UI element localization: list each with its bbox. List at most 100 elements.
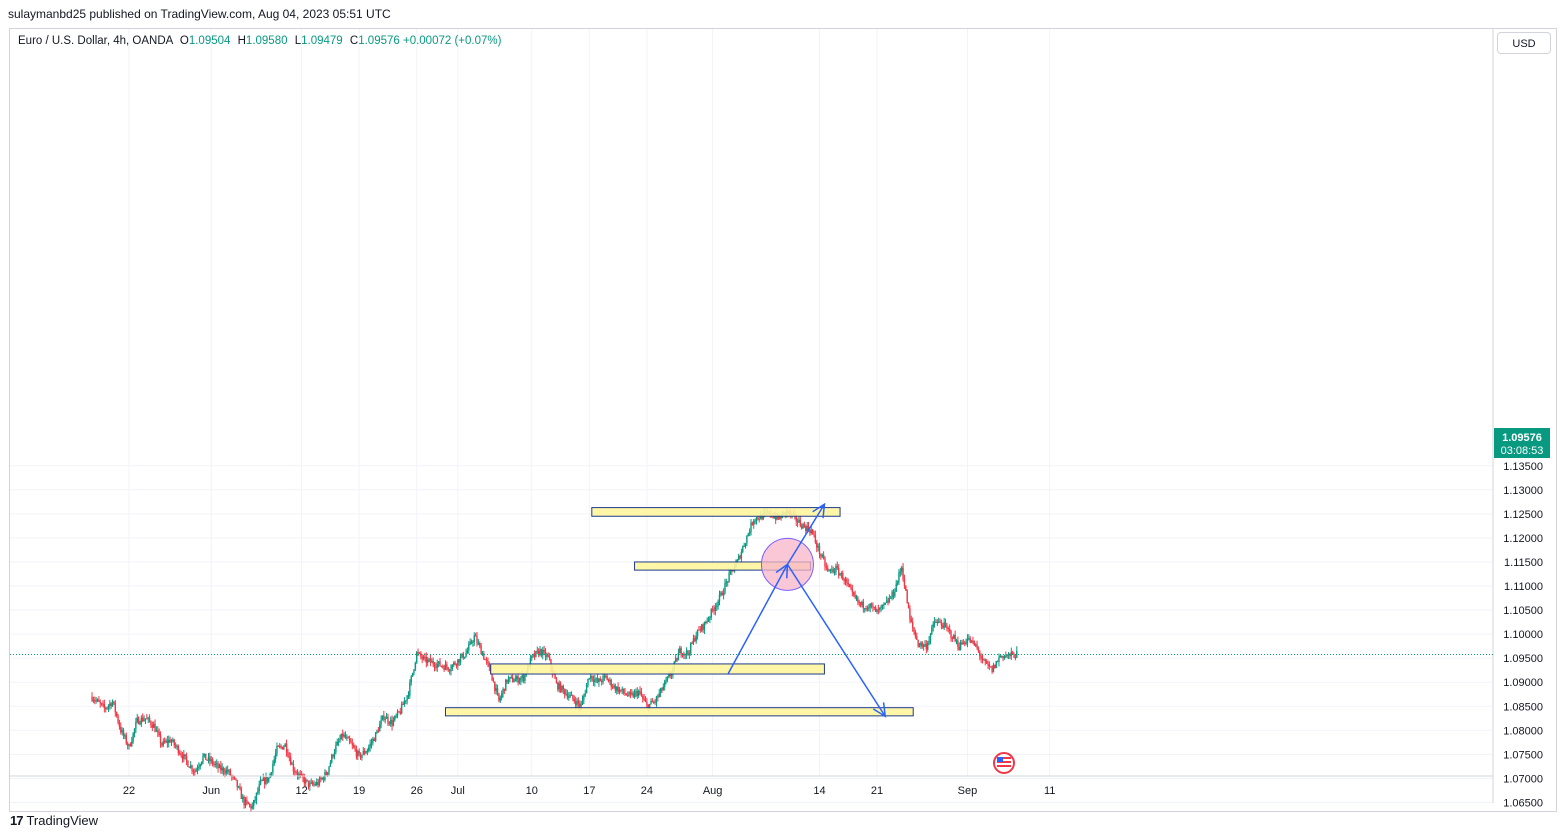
- candle-body: [898, 572, 900, 582]
- candle-body: [409, 682, 411, 696]
- projection-drawings[interactable]: [727, 502, 887, 718]
- candle-body: [300, 774, 303, 776]
- candle-body: [283, 746, 285, 750]
- candle-body: [394, 716, 396, 721]
- candle-body: [709, 617, 711, 619]
- candle-body: [620, 689, 622, 691]
- candle-body: [546, 655, 548, 658]
- supply-demand-zones[interactable]: [444, 507, 914, 717]
- time-tick-label: 17: [583, 785, 595, 797]
- candle-body: [796, 521, 799, 523]
- candle-body: [1006, 654, 1008, 657]
- candle-body: [174, 745, 177, 747]
- candle-body: [668, 674, 670, 677]
- candle-body: [640, 691, 643, 696]
- candle-body: [1002, 655, 1004, 659]
- candle-body: [159, 734, 162, 744]
- candle-body: [529, 658, 532, 668]
- tradingview-brand[interactable]: 17 TradingView: [10, 813, 98, 828]
- candle-body: [858, 601, 860, 603]
- candle-body: [642, 695, 644, 699]
- price-tick-label: 1.13000: [1503, 485, 1543, 497]
- candle-body: [143, 719, 145, 722]
- candle-body: [346, 737, 348, 739]
- symbol-name[interactable]: Euro / U.S. Dollar, 4h, OANDA: [18, 35, 173, 47]
- candle-body: [485, 659, 488, 661]
- candle-body: [168, 739, 170, 743]
- candle-body: [894, 591, 896, 597]
- candle-body: [131, 741, 133, 746]
- candle-body: [981, 658, 984, 661]
- candle-body: [342, 733, 344, 737]
- candle-body: [881, 604, 884, 607]
- candle-body: [681, 654, 684, 656]
- candle-body: [990, 666, 992, 668]
- candle-body: [132, 732, 134, 742]
- last-price-tag-box: [1494, 428, 1550, 458]
- candle-body: [206, 759, 208, 761]
- candle-body: [743, 545, 745, 547]
- candle-body: [181, 755, 184, 759]
- candle-body: [669, 674, 671, 677]
- candle-body: [698, 629, 700, 631]
- candle-body: [272, 764, 274, 773]
- time-axis-labels: 22 Jun 12 19 26 Jul 10 17 24 Aug 14 21 Sep 11: [123, 785, 1055, 797]
- time-tick-label: Aug: [703, 785, 723, 797]
- currency-selector[interactable]: USD: [1497, 32, 1551, 54]
- candle-body: [679, 648, 681, 654]
- candle-body: [724, 583, 726, 593]
- candle-body: [574, 701, 577, 706]
- candle-body: [984, 659, 986, 662]
- candle-body: [225, 769, 227, 774]
- candle-body: [995, 661, 997, 669]
- candle-body: [121, 730, 123, 733]
- candle-body: [800, 525, 803, 529]
- candle-body: [137, 717, 140, 725]
- candle-body: [854, 594, 856, 598]
- candle-body: [180, 753, 182, 756]
- candle-body: [913, 627, 915, 632]
- economic-event-flag[interactable]: [993, 752, 1015, 774]
- candle-body: [333, 751, 336, 757]
- candle-body: [213, 763, 215, 765]
- projection-target-leg: [786, 503, 826, 565]
- candle-body: [927, 642, 929, 650]
- candle-body: [242, 796, 244, 799]
- price-tick-label: 1.10500: [1503, 605, 1543, 617]
- candle-body: [839, 574, 841, 576]
- candle-body: [879, 607, 881, 610]
- candle-body: [479, 643, 481, 646]
- candle-body: [822, 555, 825, 559]
- candle-body: [481, 653, 484, 655]
- candle-body: [139, 723, 141, 725]
- high-key: H: [237, 35, 246, 47]
- open-value: 1.09504: [188, 35, 231, 47]
- candle-body: [451, 664, 454, 669]
- candle-body: [110, 703, 112, 707]
- candle-body: [343, 734, 345, 737]
- candle-body: [396, 711, 399, 716]
- candle-body: [535, 651, 537, 657]
- candle-body: [585, 685, 588, 694]
- candle-body: [916, 636, 918, 640]
- candle-body: [617, 686, 619, 693]
- candle-body: [965, 642, 967, 644]
- candle-body: [931, 626, 933, 634]
- candle-body: [381, 715, 384, 720]
- candle-body: [661, 688, 663, 691]
- candle-body: [155, 730, 158, 732]
- candle-body: [633, 692, 636, 697]
- candle-body: [233, 776, 236, 779]
- candle-body: [494, 681, 496, 691]
- time-tick-label: Jul: [451, 785, 465, 797]
- candle-body: [354, 747, 356, 750]
- candle-body: [687, 650, 689, 655]
- candle-body: [514, 679, 517, 682]
- candle-body: [420, 652, 422, 657]
- candle-body: [195, 769, 197, 772]
- candle-body: [637, 690, 640, 696]
- brand-name: TradingView: [26, 813, 99, 828]
- candle-body: [329, 762, 332, 767]
- candle-body: [107, 705, 110, 708]
